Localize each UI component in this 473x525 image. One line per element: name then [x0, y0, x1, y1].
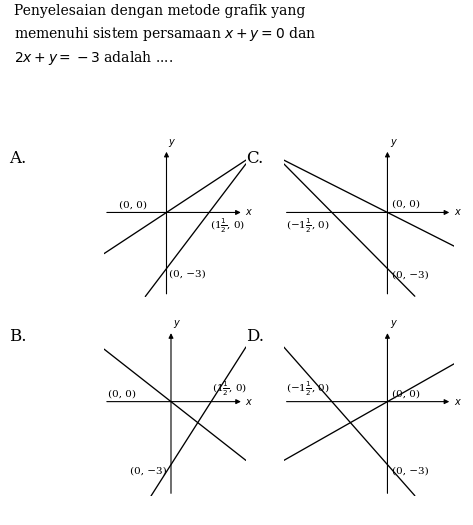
Text: (−1$\frac{1}{2}$, 0): (−1$\frac{1}{2}$, 0): [286, 216, 330, 235]
Text: (0, 0): (0, 0): [392, 390, 420, 398]
Text: $y$: $y$: [390, 318, 398, 330]
Text: (1$\frac{1}{2}$, 0): (1$\frac{1}{2}$, 0): [210, 216, 245, 235]
Text: (0, 0): (0, 0): [108, 390, 136, 398]
Text: B.: B.: [9, 328, 27, 345]
Text: $x$: $x$: [454, 207, 462, 217]
Text: (1$\frac{1}{2}$, 0): (1$\frac{1}{2}$, 0): [212, 380, 247, 398]
Text: (0, 0): (0, 0): [392, 200, 420, 209]
Text: (0, −3): (0, −3): [130, 467, 167, 476]
Text: (0, −3): (0, −3): [169, 269, 206, 278]
Text: $y$: $y$: [390, 137, 398, 149]
Text: (0, −3): (0, −3): [392, 270, 429, 279]
Text: A.: A.: [9, 150, 26, 166]
Text: (−1$\frac{1}{2}$, 0): (−1$\frac{1}{2}$, 0): [286, 380, 330, 398]
Text: Penyelesaian dengan metode grafik yang
memenuhi sistem persamaan $x + y = 0$ dan: Penyelesaian dengan metode grafik yang m…: [14, 4, 316, 67]
Text: (0, −3): (0, −3): [392, 467, 429, 476]
Text: D.: D.: [246, 328, 264, 345]
Text: $x$: $x$: [245, 207, 253, 217]
Text: (0, 0): (0, 0): [119, 201, 147, 209]
Text: $y$: $y$: [173, 318, 181, 330]
Text: $y$: $y$: [168, 137, 176, 149]
Text: $x$: $x$: [245, 396, 253, 407]
Text: $x$: $x$: [454, 396, 462, 407]
Text: C.: C.: [246, 150, 263, 166]
